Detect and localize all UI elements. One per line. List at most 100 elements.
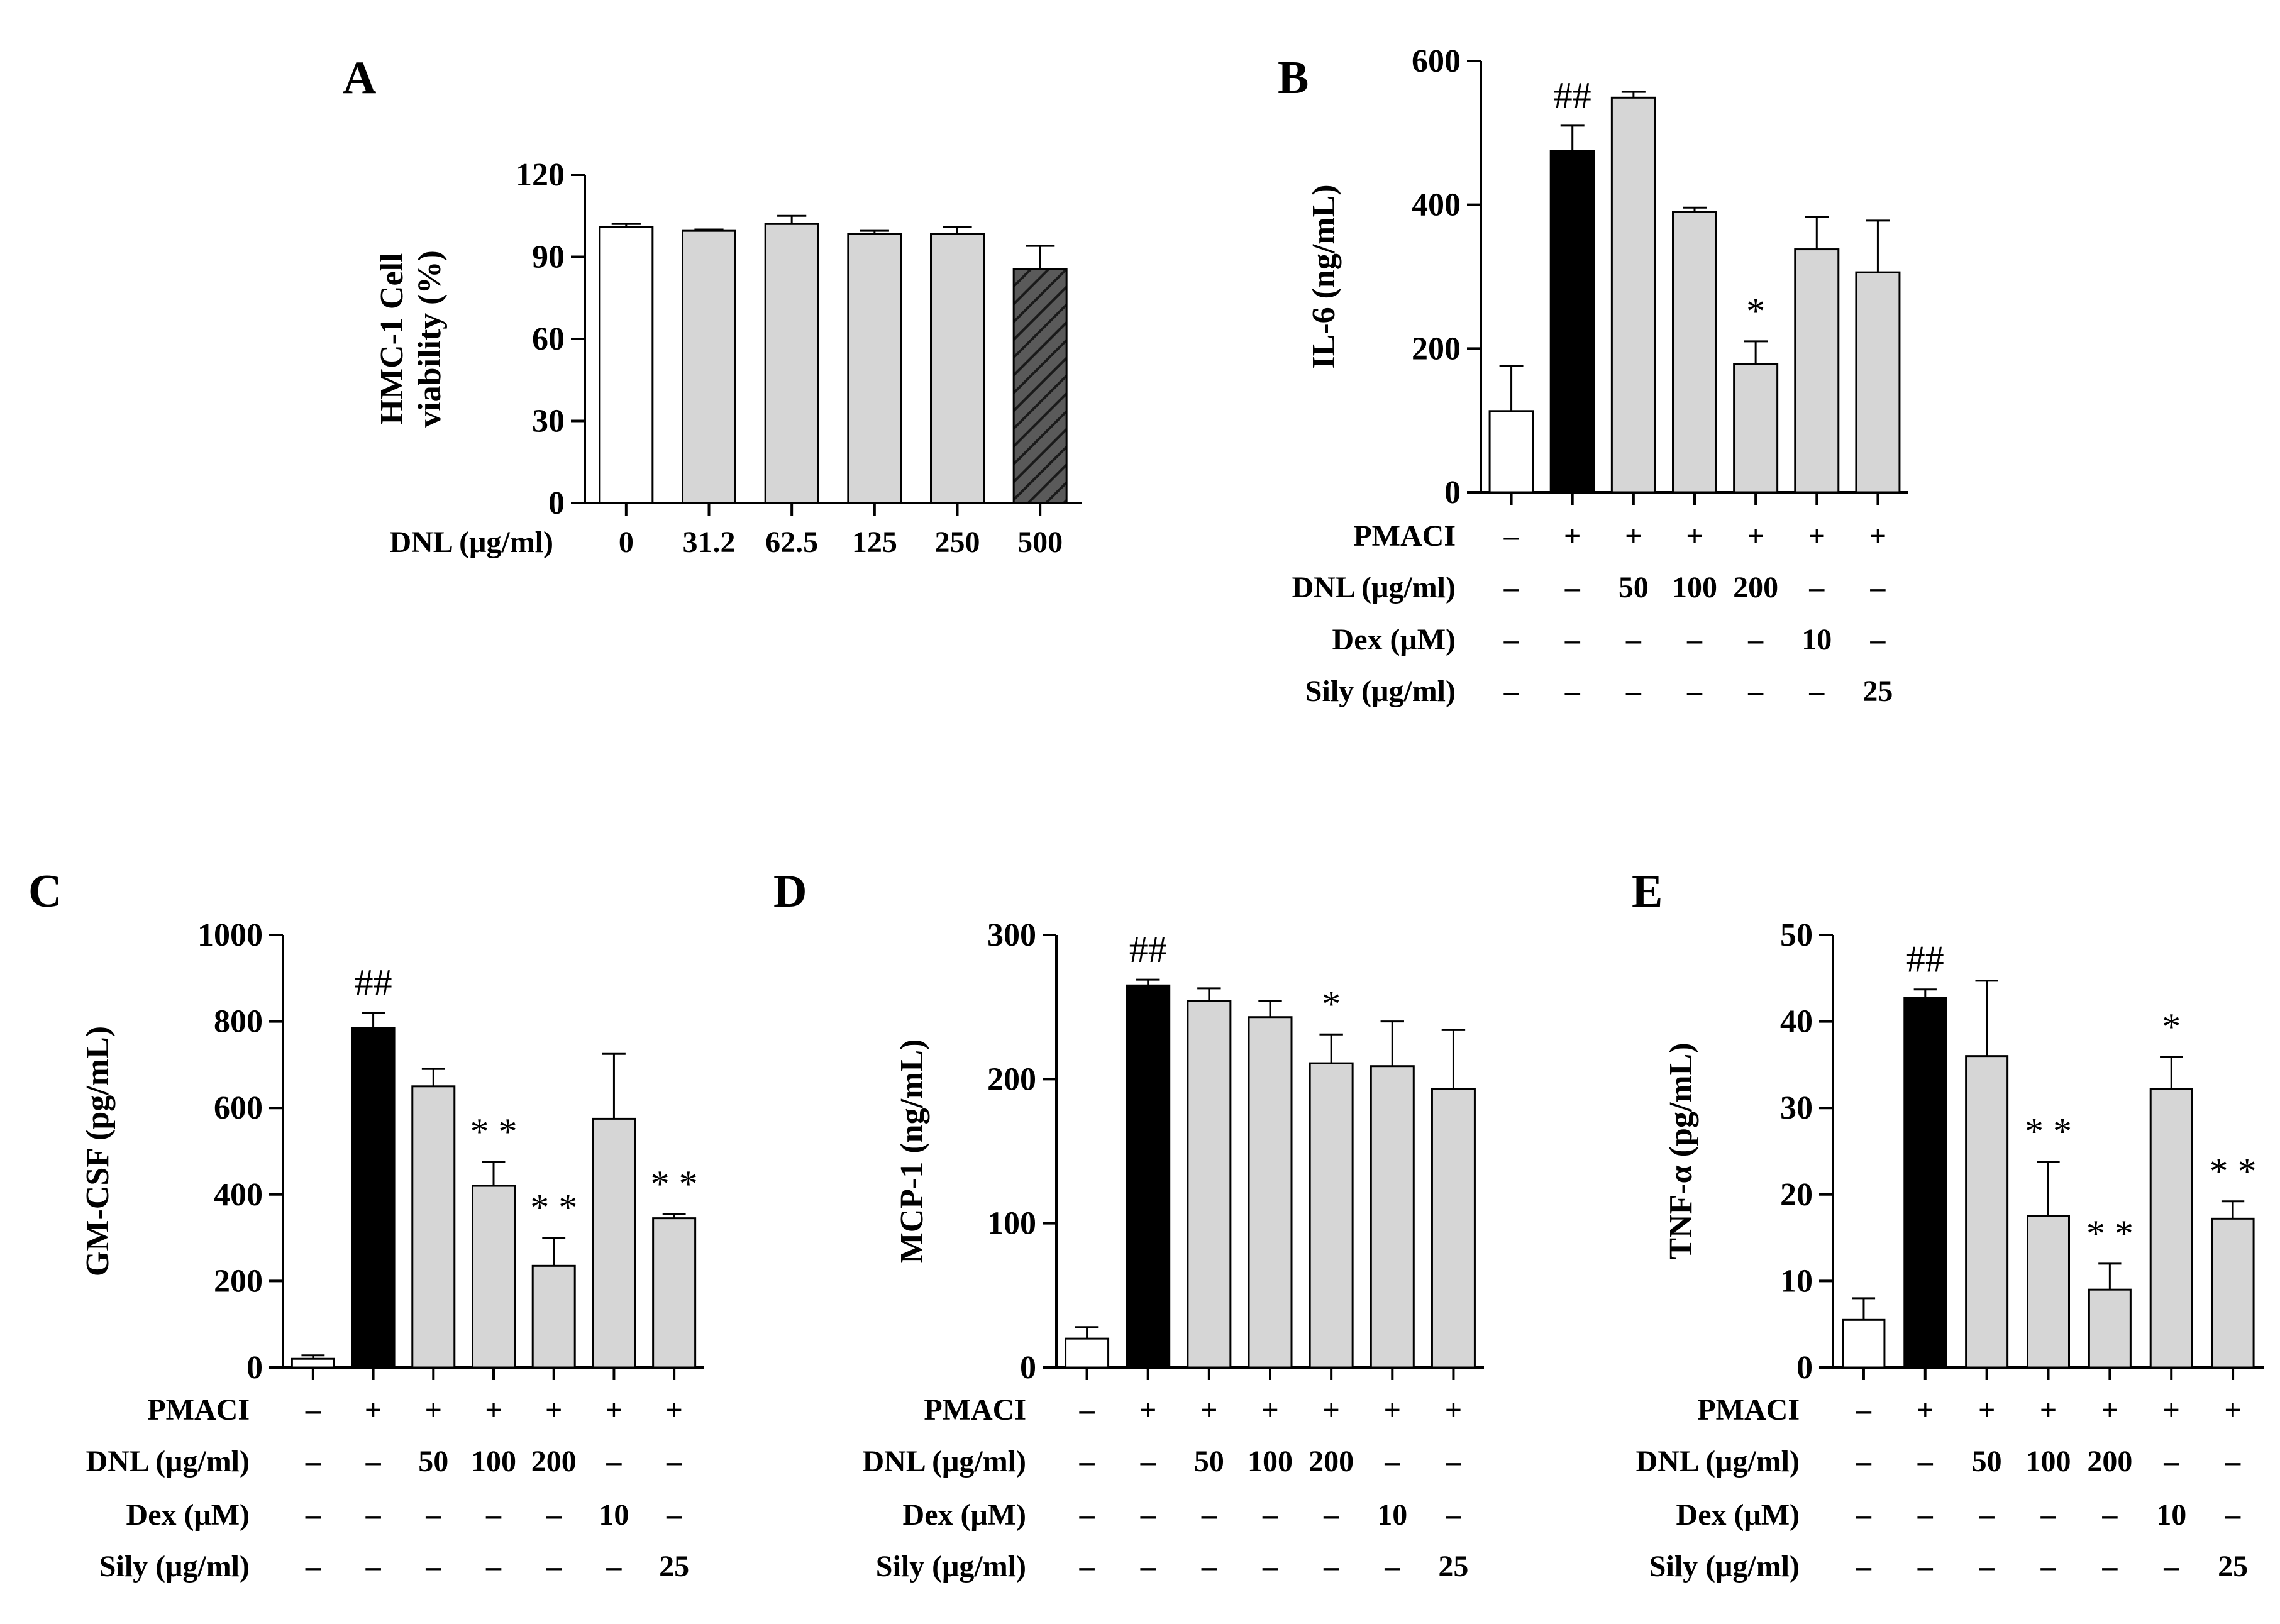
y-tick-label: 90 [532, 240, 565, 275]
panel-a: A 0 30 60 90 120 HMC-1 Cell viability (%) DNL (μ… [343, 52, 1082, 559]
condition-value: – [1564, 623, 1581, 656]
condition-value: – [305, 1393, 321, 1427]
condition-value: – [1445, 1445, 1461, 1478]
bar-5 [1733, 363, 1779, 494]
y-tick-label: 0 [1020, 1350, 1036, 1386]
x-tick-label: 500 [1017, 526, 1063, 559]
condition-value: 100 [2026, 1445, 2071, 1478]
condition-value: – [1079, 1393, 1095, 1427]
bar-6 [1012, 268, 1068, 504]
condition-value: + [1917, 1393, 1934, 1427]
condition-value: – [365, 1498, 382, 1532]
condition-value: 100 [471, 1445, 516, 1478]
y-tick-label: 10 [1780, 1263, 1813, 1299]
y-axis-title: MCP-1 (ng/mL) [894, 1039, 930, 1264]
x-tick-label: 62.5 [765, 526, 818, 559]
condition-row-label: DNL (μg/ml) [86, 1445, 250, 1478]
significance-label: * * [2086, 1213, 2133, 1254]
panel-letter-c: C [28, 866, 62, 917]
condition-value: + [2040, 1393, 2057, 1427]
condition-value: + [1686, 519, 1703, 553]
condition-value: – [1856, 1393, 1872, 1427]
condition-value: 50 [1194, 1445, 1224, 1478]
bar-1 [599, 226, 654, 504]
condition-row-label: PMACI [1353, 519, 1456, 553]
bar-3 [1187, 1000, 1232, 1369]
condition-value: + [2224, 1393, 2241, 1427]
panel-d: D 0 100 200 300 MCP-1 (ng/mL) ## * PMACI – + + + + + + D… [773, 866, 1484, 1583]
y-axis-title: HMC-1 Cell [374, 253, 410, 425]
condition-value: – [2225, 1498, 2241, 1532]
condition-value: – [1384, 1550, 1400, 1583]
bar-7 [652, 1217, 697, 1369]
condition-value: – [1747, 623, 1764, 656]
condition-value: – [1917, 1498, 1934, 1532]
condition-value: – [606, 1550, 622, 1583]
y-axis-title: viability (%) [412, 250, 448, 428]
bar-3 [764, 223, 819, 504]
condition-value: – [305, 1550, 321, 1583]
condition-value: 10 [1801, 623, 1832, 656]
significance-label: * * [2210, 1151, 2257, 1192]
condition-value: + [1139, 1393, 1156, 1427]
condition-value: – [1201, 1550, 1217, 1583]
condition-value: + [1978, 1393, 1995, 1427]
condition-value: – [2163, 1445, 2179, 1478]
condition-value: + [606, 1393, 623, 1427]
condition-value: – [1140, 1498, 1156, 1532]
bar-1 [1488, 410, 1534, 494]
significance-label: * [1322, 983, 1341, 1025]
condition-value: – [2101, 1498, 2118, 1532]
y-axis-title: IL-6 (ng/mL) [1306, 184, 1342, 368]
condition-row-label: DNL (μg/ml) [1635, 1445, 1800, 1478]
condition-value: – [1079, 1550, 1095, 1583]
condition-value: – [365, 1550, 382, 1583]
y-tick-label: 300 [987, 917, 1036, 953]
condition-value: 25 [1438, 1550, 1468, 1583]
condition-value: – [1856, 1445, 1872, 1478]
condition-value: + [2163, 1393, 2180, 1427]
condition-value: – [1856, 1498, 1872, 1532]
condition-value: – [425, 1550, 441, 1583]
y-tick-label: 200 [214, 1263, 263, 1299]
panel-e: E 0 10 20 30 40 50 TNF-α (pg/mL) ## * * * * * * * PMA… [1632, 866, 2264, 1583]
condition-row-label: Sily (μg/ml) [876, 1550, 1026, 1583]
condition-row-label: Dex (μM) [903, 1498, 1026, 1532]
condition-value: – [666, 1445, 682, 1478]
bar-5 [2088, 1288, 2132, 1369]
significance-label: * [1746, 290, 1765, 332]
bar-2 [1903, 997, 1947, 1369]
y-tick-label: 0 [246, 1350, 263, 1386]
condition-value: + [1808, 519, 1825, 553]
condition-row-label: Dex (μM) [126, 1498, 250, 1532]
condition-value: – [1503, 675, 1520, 708]
condition-value: 10 [1377, 1498, 1407, 1532]
y-tick-label: 400 [214, 1177, 263, 1213]
bar-6 [592, 1117, 636, 1369]
condition-value: – [1323, 1550, 1339, 1583]
bar-1 [1065, 1337, 1110, 1369]
condition-value: + [1747, 519, 1764, 553]
y-tick-label: 20 [1780, 1177, 1813, 1213]
y-tick-label: 50 [1780, 917, 1813, 953]
condition-value: + [1384, 1393, 1401, 1427]
y-axis-title: GM-CSF (pg/mL) [80, 1026, 116, 1276]
bar-3 [1965, 1055, 2009, 1369]
condition-value: – [2040, 1550, 2057, 1583]
condition-value: – [1869, 571, 1886, 604]
significance-label: * * [651, 1163, 698, 1205]
bar-4 [847, 233, 902, 504]
bar-7 [1431, 1088, 1476, 1369]
condition-value: + [1261, 1393, 1278, 1427]
y-axis-title: TNF-α (pg/mL) [1663, 1042, 1699, 1259]
condition-value: – [1747, 675, 1764, 708]
condition-value: – [1079, 1445, 1095, 1478]
condition-value: – [305, 1498, 321, 1532]
significance-label: * * [2025, 1111, 2072, 1152]
condition-value: 50 [1619, 571, 1649, 604]
condition-value: – [1686, 675, 1703, 708]
y-tick-label: 0 [1444, 475, 1461, 511]
bar-4 [472, 1185, 516, 1369]
condition-value: – [1625, 623, 1642, 656]
